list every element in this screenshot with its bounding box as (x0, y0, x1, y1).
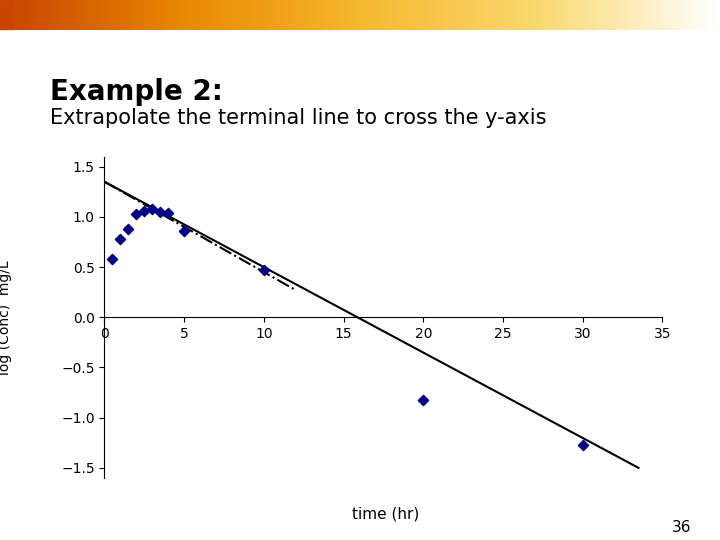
Bar (0, 22, 13, 29)
Text: Example 2:: Example 2: (50, 78, 223, 106)
Text: Extrapolate the terminal line to cross the y-axis: Extrapolate the terminal line to cross t… (50, 108, 547, 128)
Point (138, 206, 150, 215)
Point (258, 266, 269, 274)
Point (122, 225, 134, 233)
Point (418, 395, 429, 404)
Point (163, 208, 174, 217)
Point (154, 207, 166, 216)
Point (146, 205, 158, 213)
Point (130, 210, 142, 218)
Y-axis label: log (Conc)  mg/L: log (Conc) mg/L (0, 260, 12, 375)
Point (114, 234, 126, 243)
Text: 36: 36 (672, 519, 691, 535)
Point (577, 441, 588, 449)
Point (179, 227, 190, 235)
Text: time (hr): time (hr) (351, 506, 419, 521)
Point (107, 255, 118, 264)
Bar (0, 1, 13, 8)
